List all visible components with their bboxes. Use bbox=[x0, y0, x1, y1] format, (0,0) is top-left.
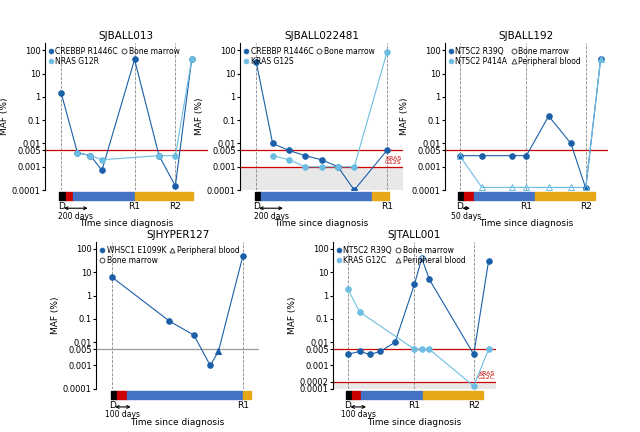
Text: R1: R1 bbox=[408, 401, 420, 410]
Text: 200 days: 200 days bbox=[253, 212, 289, 221]
Y-axis label: MAF (%): MAF (%) bbox=[51, 297, 60, 334]
Text: KRAS
G12C: KRAS G12C bbox=[477, 371, 495, 380]
Legend: NT5C2 R39Q, NT5C2 P414A, Bone marrow, Peripheral blood: NT5C2 R39Q, NT5C2 P414A, Bone marrow, Pe… bbox=[445, 44, 584, 69]
Text: Time since diagnosis: Time since diagnosis bbox=[367, 418, 461, 427]
Y-axis label: MAF (%): MAF (%) bbox=[288, 297, 297, 334]
Text: 100 days: 100 days bbox=[340, 410, 376, 419]
Bar bbox=[333, 382, 496, 389]
Text: Time since diagnosis: Time since diagnosis bbox=[131, 418, 225, 427]
Text: KRAS
G12S: KRAS G12S bbox=[385, 156, 401, 165]
Text: D: D bbox=[109, 401, 116, 410]
Text: 50 days: 50 days bbox=[451, 212, 481, 221]
Text: R2: R2 bbox=[468, 401, 480, 410]
Bar bbox=[240, 167, 403, 190]
Title: SJBALL022481: SJBALL022481 bbox=[284, 31, 359, 41]
Legend: NT5C2 R39Q, KRAS G12C, Bone marrow, Peripheral blood: NT5C2 R39Q, KRAS G12C, Bone marrow, Peri… bbox=[333, 243, 468, 268]
Text: R2: R2 bbox=[580, 202, 592, 211]
Y-axis label: MAF (%): MAF (%) bbox=[0, 98, 9, 135]
Legend: CREBBP R1446C, NRAS G12R, Bone marrow: CREBBP R1446C, NRAS G12R, Bone marrow bbox=[45, 44, 183, 69]
Text: R1: R1 bbox=[381, 202, 393, 211]
Text: D: D bbox=[253, 202, 260, 211]
Text: D: D bbox=[344, 401, 351, 410]
Text: R1: R1 bbox=[237, 401, 249, 410]
Text: R2: R2 bbox=[170, 202, 181, 211]
Text: R1: R1 bbox=[129, 202, 141, 211]
Title: SJHYPER127: SJHYPER127 bbox=[146, 230, 209, 240]
Text: Time since diagnosis: Time since diagnosis bbox=[275, 219, 369, 229]
Title: SJBALL013: SJBALL013 bbox=[99, 31, 154, 41]
Text: 100 days: 100 days bbox=[106, 410, 140, 419]
Title: SJTALL001: SJTALL001 bbox=[388, 230, 441, 240]
Text: D: D bbox=[456, 202, 463, 211]
Text: Time since diagnosis: Time since diagnosis bbox=[479, 219, 573, 229]
Y-axis label: MAF (%): MAF (%) bbox=[400, 98, 409, 135]
Text: Time since diagnosis: Time since diagnosis bbox=[79, 219, 173, 229]
Text: 200 days: 200 days bbox=[58, 212, 93, 221]
Text: D: D bbox=[58, 202, 65, 211]
Title: SJBALL192: SJBALL192 bbox=[499, 31, 554, 41]
Legend: WHSC1 E1099K, Bone marrow, Peripheral blood: WHSC1 E1099K, Bone marrow, Peripheral bl… bbox=[97, 243, 243, 268]
Y-axis label: MAF (%): MAF (%) bbox=[195, 98, 204, 135]
Text: R1: R1 bbox=[520, 202, 532, 211]
Legend: CREBBP R1446C, KRAS G12S, Bone marrow: CREBBP R1446C, KRAS G12S, Bone marrow bbox=[241, 44, 378, 69]
